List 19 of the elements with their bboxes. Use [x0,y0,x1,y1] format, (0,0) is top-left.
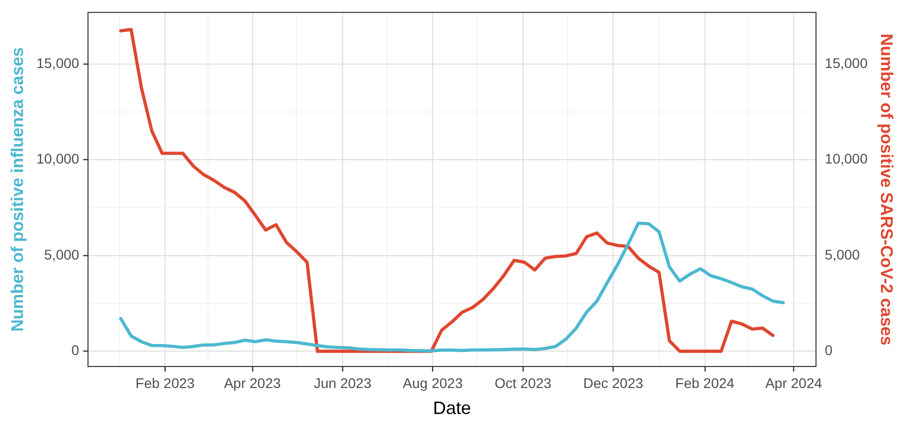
x-tick-label: Dec 2023 [583,374,644,391]
y-tick-label: 15,000 [36,54,80,71]
y2-tick-label: 15,000 [824,54,868,71]
y-tick-label: 5,000 [44,246,80,262]
y2-tick-label: 5,000 [824,246,860,262]
y2-tick-label: 10,000 [824,150,868,167]
y-tick-label: 10,000 [36,150,80,167]
x-tick-label: Aug 2023 [402,374,463,391]
x-tick-label: Oct 2023 [494,374,552,391]
x-axis-title: Date [432,398,472,418]
y-tick-label: 0 [71,342,80,358]
y2-axis-title: Number of positive SARS-CoV-2 cases [877,34,896,346]
y2-tick-label: 0 [824,342,833,358]
x-tick-label: Feb 2023 [136,374,195,391]
x-tick-label: Feb 2024 [675,374,735,391]
x-tick-label: Apr 2023 [224,374,281,391]
x-tick-label: Jun 2023 [314,374,372,391]
y-axis-title: Number of positive influenza cases [8,47,27,332]
x-tick-label: Apr 2024 [765,374,822,391]
